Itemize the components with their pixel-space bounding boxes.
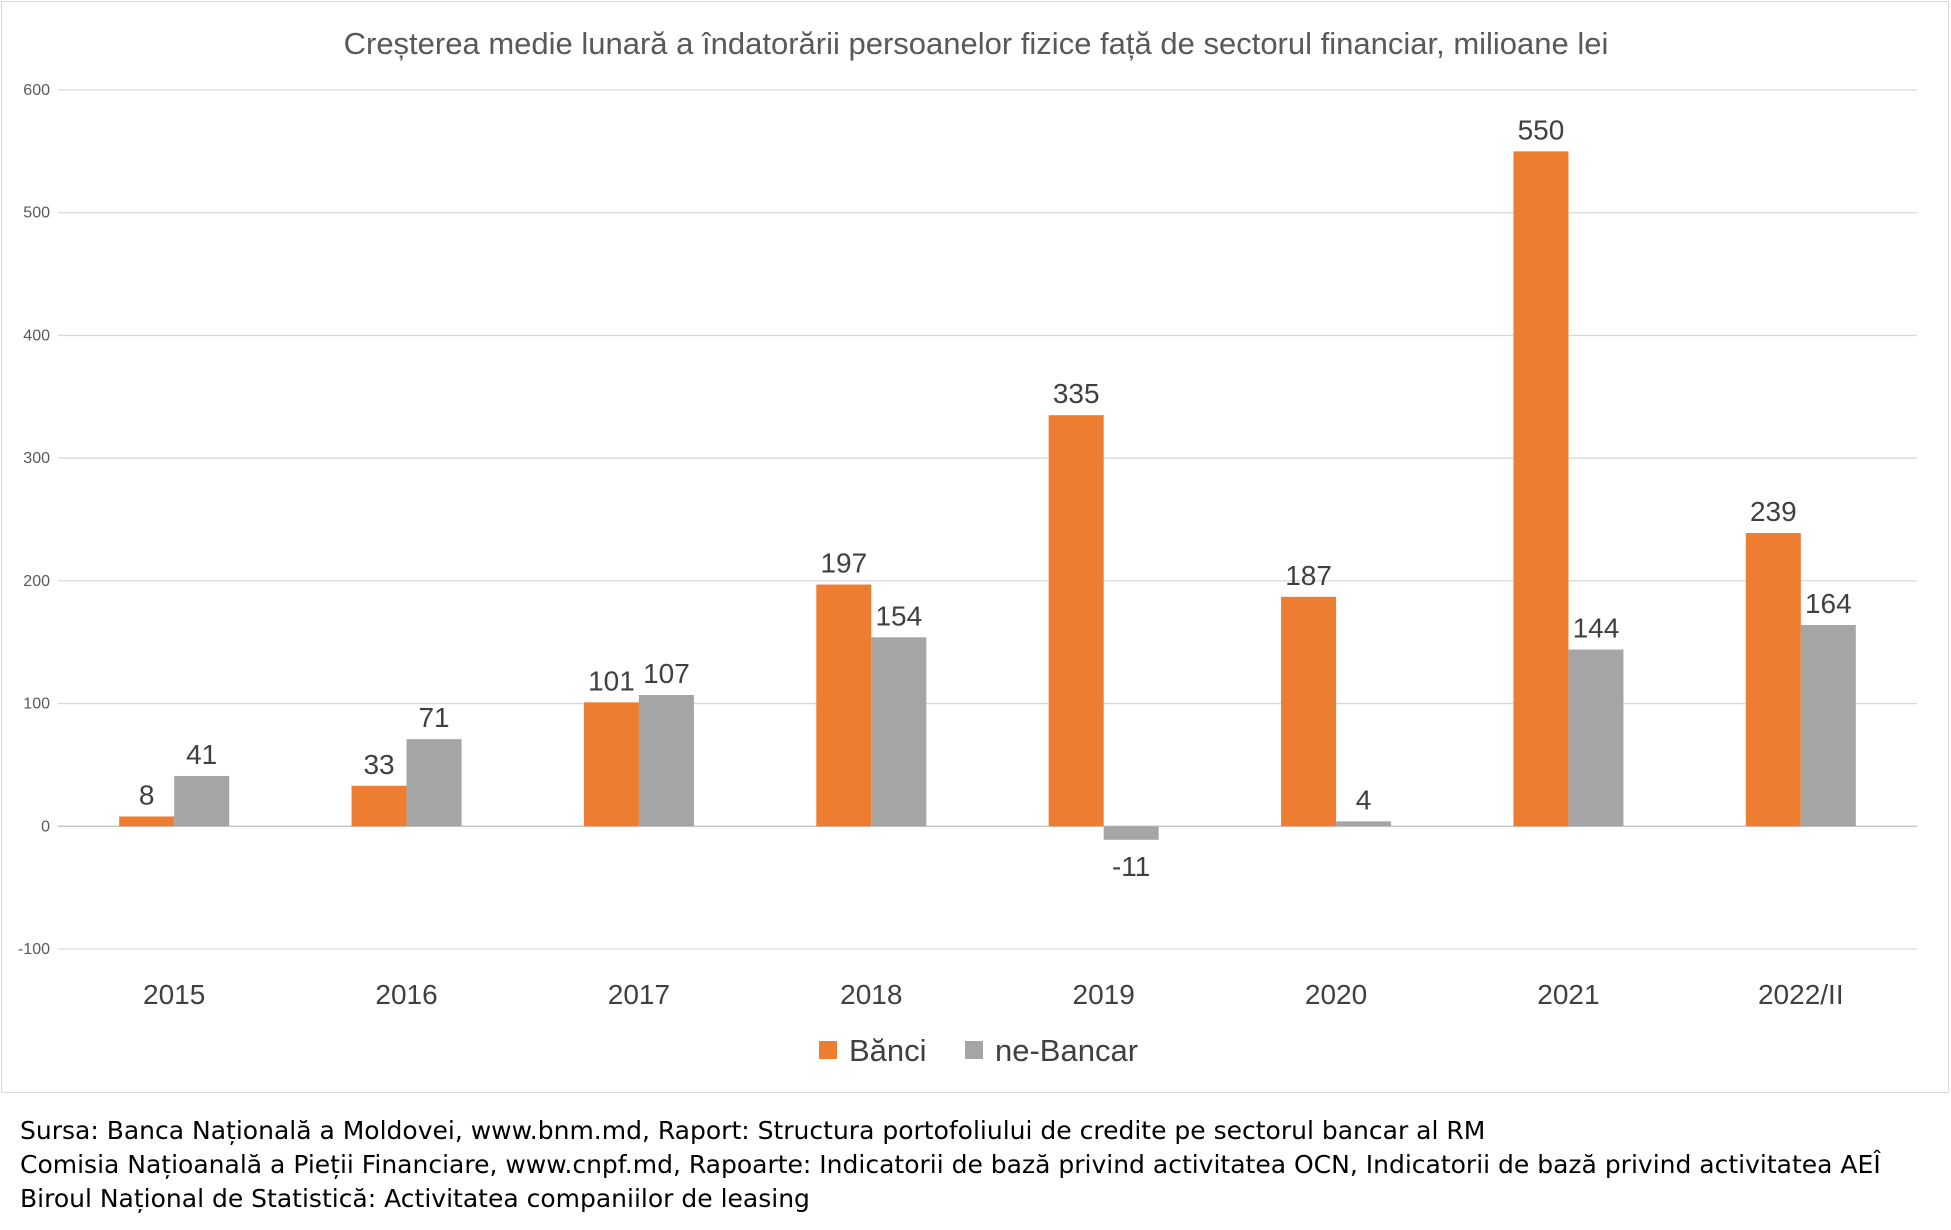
bar-banci	[119, 816, 175, 827]
data-label: 550	[1518, 114, 1565, 145]
chart-frame: Creșterea medie lunară a îndatorării per…	[1, 1, 1949, 1093]
bar-ne-bancar	[1336, 821, 1392, 827]
data-label: 335	[1053, 378, 1100, 409]
data-label: 144	[1573, 613, 1620, 644]
data-label: 197	[820, 548, 867, 579]
bar-ne-bancar	[406, 739, 462, 827]
bars	[119, 151, 1856, 840]
legend-swatch	[819, 1041, 837, 1059]
data-label: 41	[186, 739, 217, 770]
data-label: 71	[418, 702, 449, 733]
bar-ne-bancar	[174, 775, 230, 827]
bar-banci	[583, 702, 639, 827]
source-line-bns: Biroul Național de Statistică: Activitat…	[20, 1184, 810, 1213]
bar-banci	[1745, 532, 1801, 827]
y-tick-label: 200	[23, 573, 50, 590]
bar-ne-bancar	[1568, 649, 1624, 827]
x-tick-label: 2016	[375, 979, 437, 1010]
bar-banci	[1513, 151, 1569, 827]
x-tick-label: 2018	[840, 979, 902, 1010]
y-tick-label: 0	[41, 818, 50, 835]
bar-ne-bancar	[871, 637, 927, 827]
x-tick-label: 2019	[1073, 979, 1135, 1010]
data-label: -11	[1112, 851, 1150, 882]
source-notes: Sursa: Banca Națională a Moldovei, www.b…	[20, 1114, 1881, 1216]
bar-banci	[1048, 415, 1104, 827]
source-line-cnpf: Comisia Națioanală a Pieții Financiare, …	[20, 1150, 1881, 1179]
y-tick-label: 500	[23, 205, 50, 222]
bar-ne-bancar	[1103, 826, 1159, 840]
y-tick-label: 400	[23, 327, 50, 344]
legend-swatch	[965, 1041, 983, 1059]
y-tick-label: 100	[23, 696, 50, 713]
bar-banci	[351, 785, 407, 827]
x-axis: 2015 2016 2017 2018 2019 2020 2021 2022/II	[143, 979, 1844, 1010]
x-tick-label: 2017	[608, 979, 670, 1010]
data-label: 239	[1750, 496, 1797, 527]
y-tick-label: -100	[18, 941, 50, 958]
x-tick-label: 2021	[1537, 979, 1599, 1010]
y-tick-label: 600	[23, 82, 50, 99]
data-label: 101	[588, 665, 635, 696]
source-line-bnm: Sursa: Banca Națională a Moldovei, www.b…	[20, 1116, 1486, 1145]
data-label: 164	[1805, 588, 1852, 619]
x-tick-label: 2015	[143, 979, 205, 1010]
x-tick-label: 2020	[1305, 979, 1367, 1010]
data-label: 154	[875, 600, 922, 631]
chart-title: Creșterea medie lunară a îndatorării per…	[344, 26, 1609, 61]
legend: Bănci ne-Bancar	[819, 1033, 1138, 1068]
data-label: 8	[139, 779, 155, 810]
data-label: 107	[643, 658, 690, 689]
gridlines	[58, 89, 1917, 950]
data-labels: 8 41 33 71 101 107 197 154 335 -11 187 4 550 144 239 16…	[139, 114, 1852, 881]
y-tick-label: 300	[23, 450, 50, 467]
bar-ne-bancar	[638, 694, 694, 827]
bar-banci	[816, 584, 872, 827]
bar-banci	[1281, 596, 1337, 827]
legend-label: ne-Bancar	[995, 1033, 1138, 1068]
data-label: 187	[1285, 560, 1332, 591]
bar-ne-bancar	[1800, 625, 1856, 827]
data-label: 33	[363, 749, 394, 780]
bar-chart: Creșterea medie lunară a îndatorării per…	[18, 26, 1917, 1068]
data-label: 4	[1356, 784, 1372, 815]
x-tick-label: 2022/II	[1758, 979, 1844, 1010]
legend-label: Bănci	[849, 1033, 927, 1068]
y-axis: -100 0 100 200 300 400 500 600	[18, 82, 50, 958]
